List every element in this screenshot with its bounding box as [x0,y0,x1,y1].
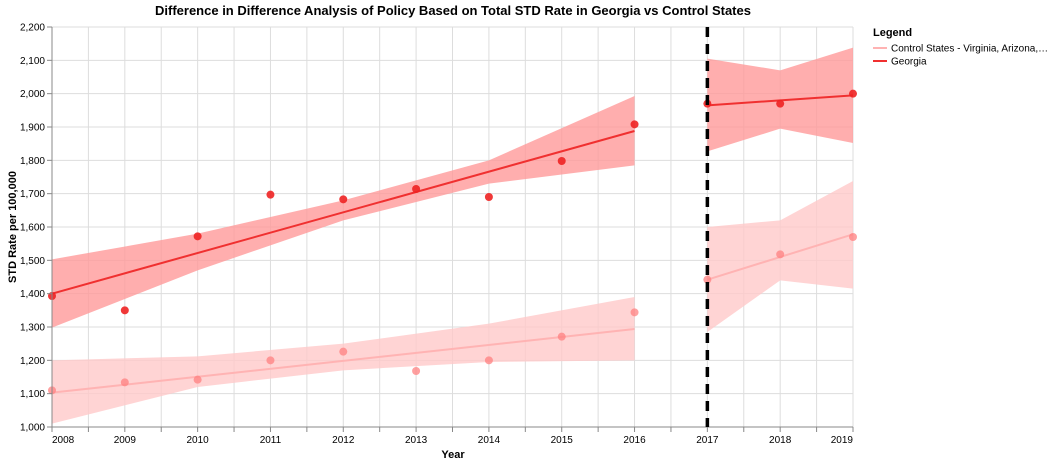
georgia-point [120,306,129,315]
x-tick-label: 2018 [769,435,792,446]
fit-line-pre [51,328,635,394]
x-tick-label: 2009 [114,435,137,446]
control-point [412,367,421,375]
y-tick-label: 1,600 [20,223,45,234]
chart-title: Difference in Difference Analysis of Pol… [155,3,751,18]
x-tick-label: 2010 [187,435,210,446]
y-tick-label: 1,500 [20,256,45,267]
x-tick-label: 2019 [831,435,854,446]
axes: 1,000 1,100 1,200 1,300 1,400 1,500 1,600 1,700… [20,23,854,446]
y-tick-label: 2,000 [20,89,45,100]
georgia-point [484,193,493,201]
control-point [193,375,202,384]
y-tick-label: 1,900 [20,123,45,134]
georgia-point [557,157,566,165]
georgia-point [849,89,857,98]
y-tick-label: 1,400 [20,289,45,300]
control-point [849,233,857,241]
y-tick-label: 2,200 [20,23,45,34]
y-tick-label: 1,100 [20,389,45,400]
georgia-point [266,190,275,199]
x-tick-label: 2011 [260,435,282,446]
x-tick-label: 2017 [696,435,719,446]
y-tick-label: 1,300 [20,323,45,334]
legend-label: Control States - Virginia, Arizona,… [891,44,1048,55]
control-point [703,275,712,284]
control-point [630,308,639,317]
georgia-point [339,195,348,204]
y-tick-label: 1,000 [20,423,45,434]
legend-label: Georgia [891,57,927,68]
x-tick-label: 2016 [623,435,646,446]
y-axis-title: STD Rate per 100,000 [7,171,19,283]
control-point [776,250,785,259]
x-tick-label: 2012 [332,435,355,446]
fit-line-pre [51,130,635,295]
georgia-point [776,99,785,108]
x-axis-title: Year [441,449,465,461]
y-tick-label: 1,200 [20,356,45,367]
georgia-point [193,232,202,241]
legend: Legend Control States - Virginia, Arizon… [873,27,1048,68]
y-tick-label: 1,700 [20,189,45,200]
georgia-point [412,185,421,193]
y-tick-label: 2,100 [20,56,45,67]
data-points [48,89,857,395]
x-tick-label: 2015 [551,435,574,446]
x-tick-label: 2013 [405,435,428,446]
x-tick-label: 2008 [52,435,75,446]
control-point [557,332,566,341]
control-point [339,347,348,356]
legend-title: Legend [873,27,912,39]
control-point [120,378,129,387]
y-tick-label: 1,800 [20,156,45,167]
control-point [484,356,493,365]
georgia-point [630,120,639,129]
control-point [266,356,275,365]
x-tick-label: 2014 [478,435,501,446]
